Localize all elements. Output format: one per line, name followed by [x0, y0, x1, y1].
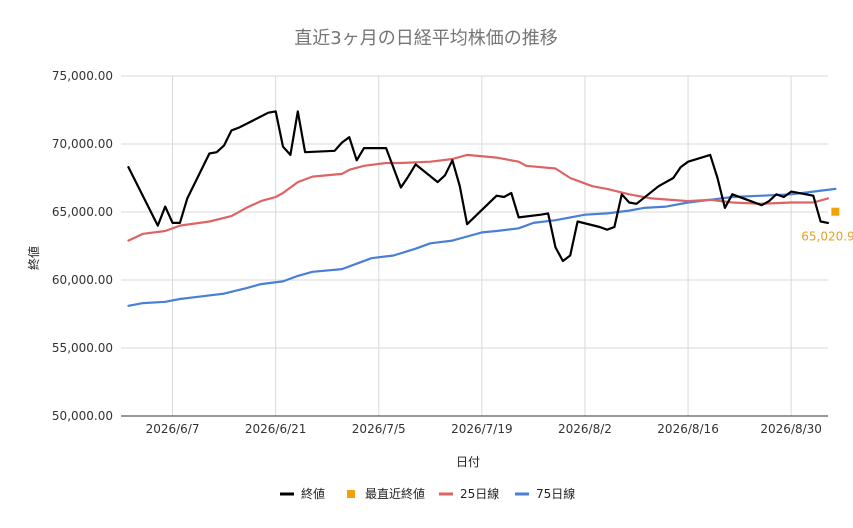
x-tick-label: 2026/8/2 [558, 422, 612, 436]
legend-label: 終値 [301, 486, 325, 501]
series-line-0 [127, 110, 830, 263]
legend-label: 75日線 [536, 486, 575, 501]
x-axis-tick-labels: 2026/6/7 2026/6/21 2026/7/5 2026/7/19 2026/8… [146, 422, 822, 436]
series-layer [127, 110, 840, 307]
series-line-2 [127, 153, 830, 242]
series-line-3 [127, 187, 837, 307]
x-tick-label: 2026/7/19 [451, 422, 513, 436]
y-tick-label: 75,000.00 [52, 69, 113, 83]
x-axis-title: 日付 [456, 455, 480, 469]
x-tick-label: 2026/8/30 [760, 422, 822, 436]
y-axis-title: 終値 [26, 246, 41, 270]
y-tick-label: 70,000.00 [52, 137, 113, 151]
latest-value-label: 65,020.94 [801, 230, 853, 244]
latest-close-point [831, 207, 840, 216]
y-tick-label: 55,000.00 [52, 341, 113, 355]
legend-label: 最直近終値 [365, 486, 425, 501]
x-tick-label: 2026/6/7 [146, 422, 200, 436]
y-tick-label: 50,000.00 [52, 409, 113, 423]
x-tick-label: 2026/8/16 [657, 422, 719, 436]
y-tick-label: 65,000.00 [52, 205, 113, 219]
legend-label: 25日線 [460, 486, 499, 501]
chart-title: 直近3ヶ月の日経平均株価の推移 [294, 28, 557, 49]
y-axis-tick-labels: 50,000.00 55,000.00 60,000.00 65,000.00 70,0… [52, 69, 113, 423]
x-tick-label: 2026/6/21 [245, 422, 307, 436]
legend-swatch [347, 490, 355, 498]
x-tick-label: 2026/7/5 [352, 422, 406, 436]
y-tick-label: 60,000.00 [52, 273, 113, 287]
legend: 終値 最直近終値 25日線 75日線 [280, 486, 575, 501]
